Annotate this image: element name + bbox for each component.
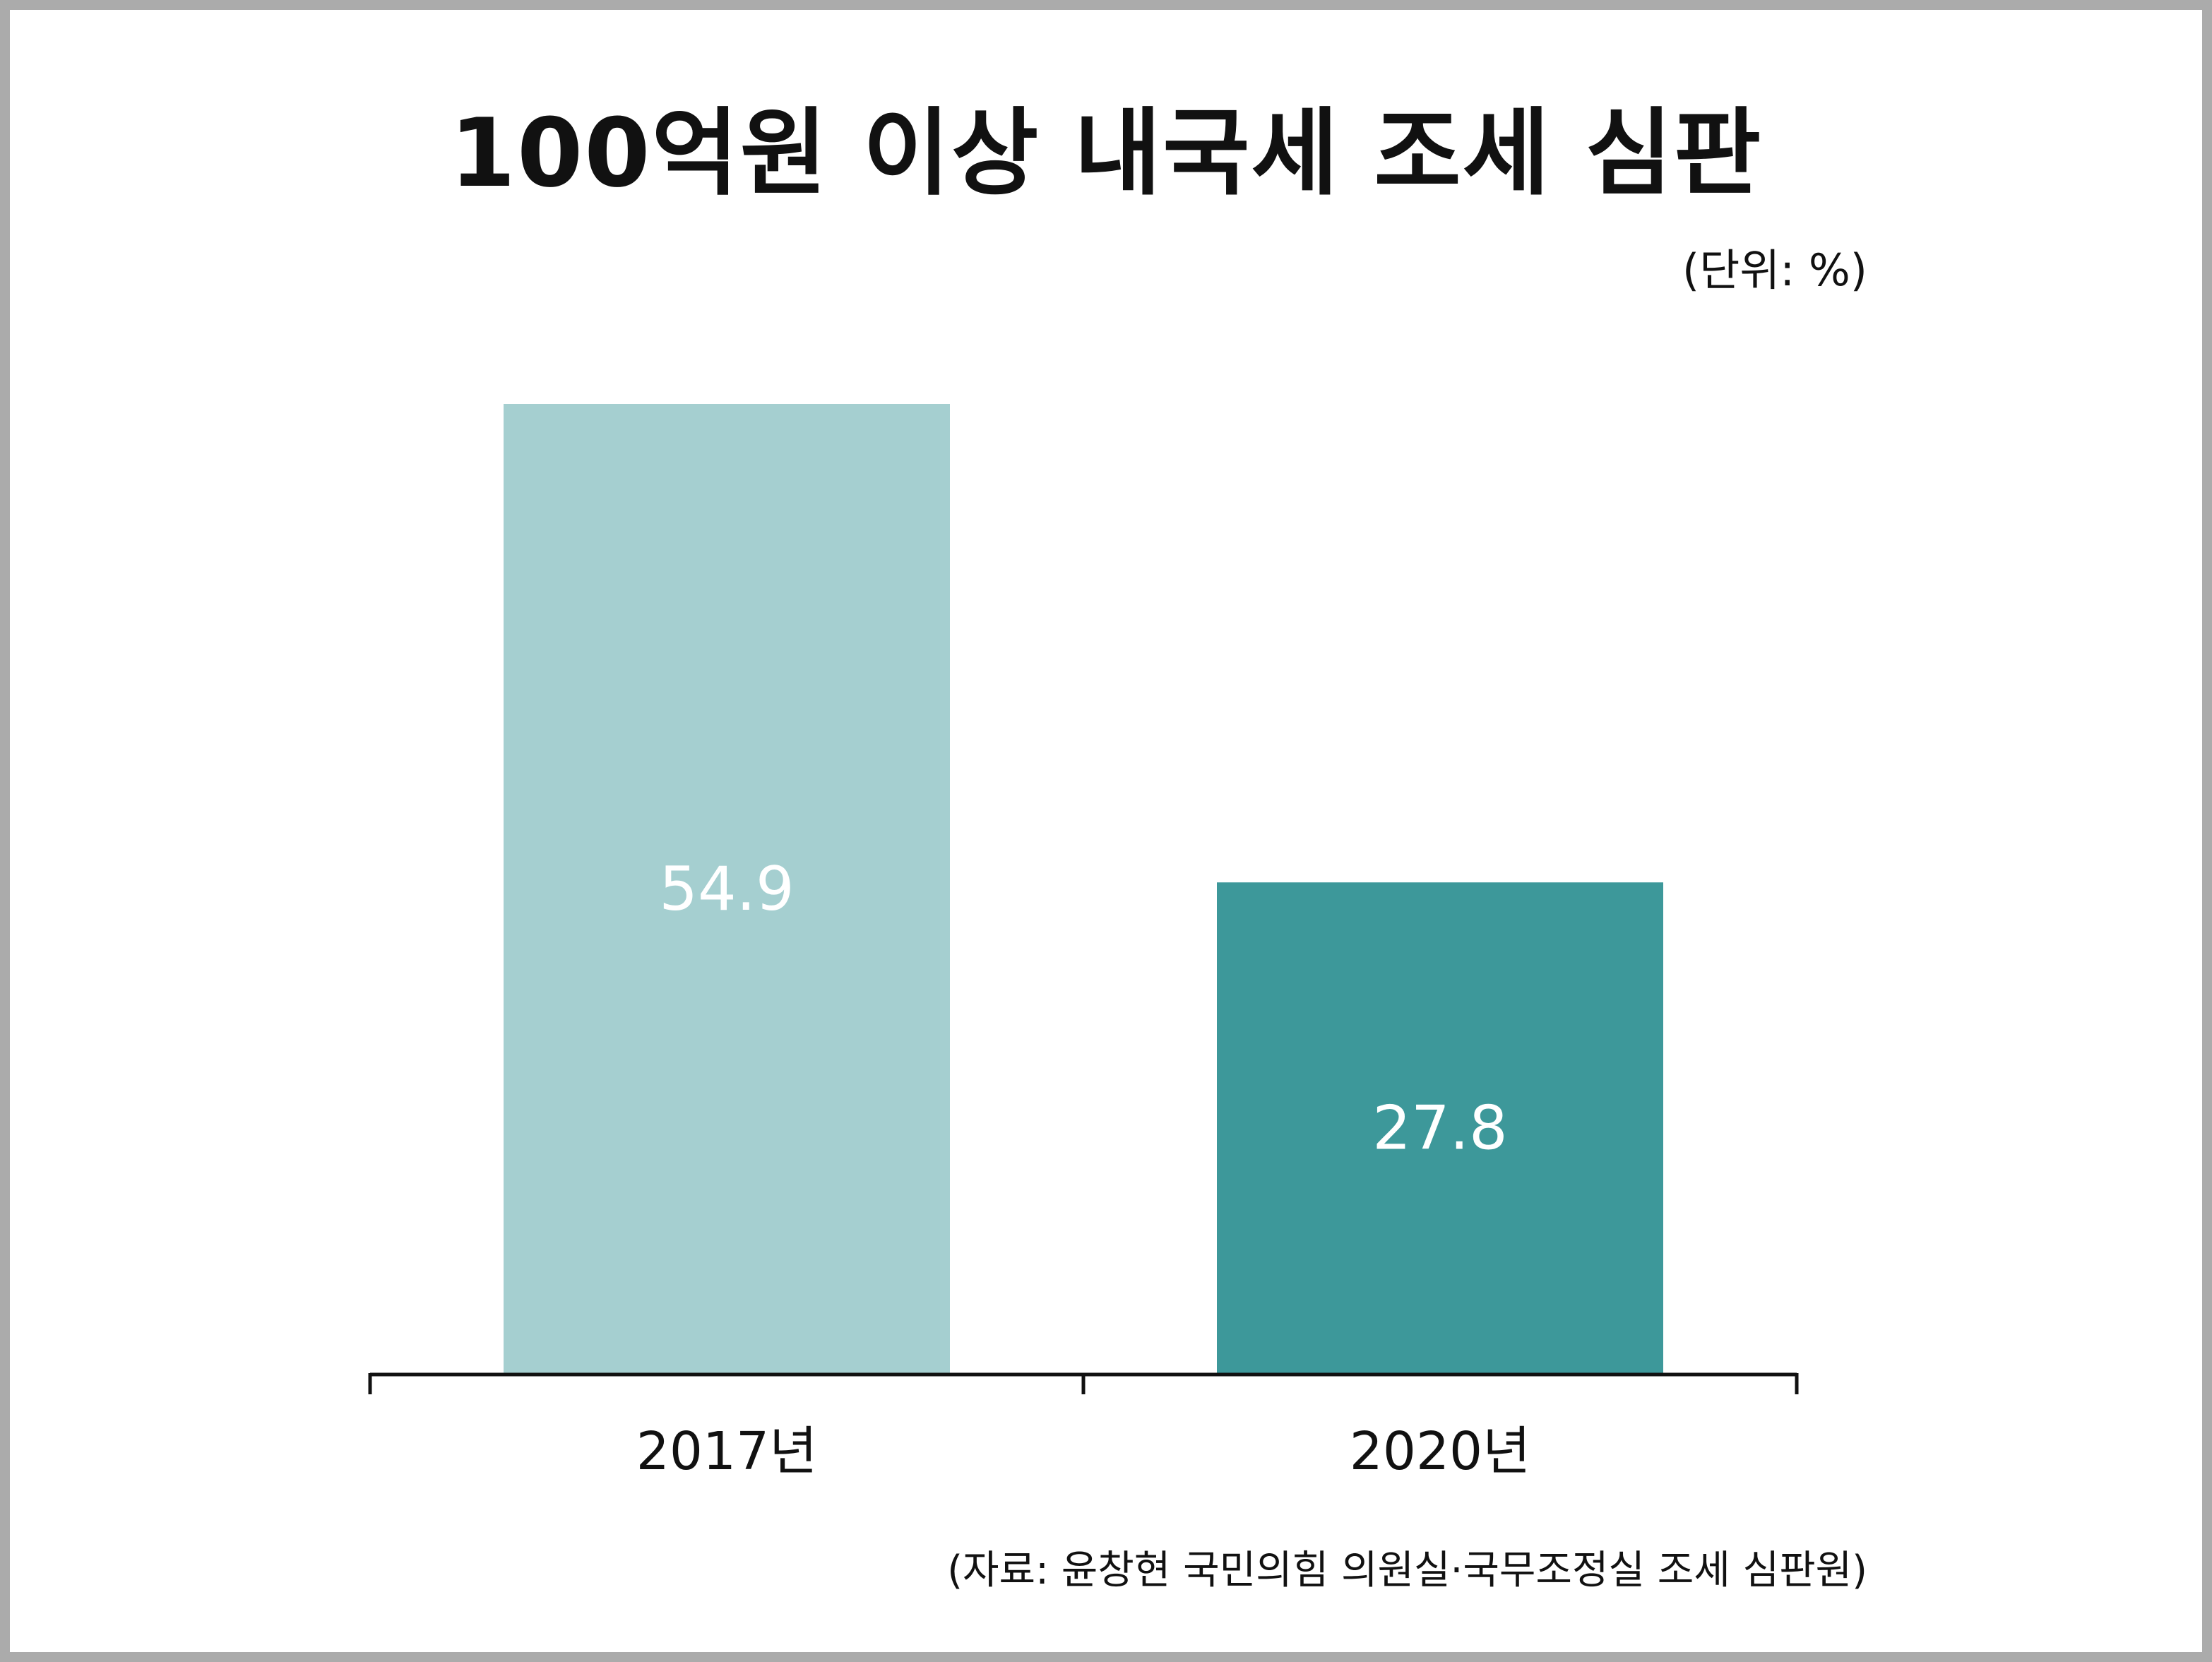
labels-group: 54.9 2017년 27.8 2020년: [636, 854, 1530, 1482]
category-label-2: 2020년: [1350, 1421, 1530, 1482]
category-label-1: 2017년: [636, 1421, 817, 1482]
value-label-1: 54.9: [659, 854, 794, 925]
value-label-2: 27.8: [1372, 1093, 1507, 1164]
bar-2: [1217, 882, 1663, 1373]
unit-label: (단위: %): [1682, 244, 1867, 296]
source-note: (자료: 윤창현 국민의힘 의원실·국무조정실 조세 심판원): [947, 1548, 1867, 1593]
x-axis: [368, 1372, 1799, 1394]
chart-title: 100억원 이상 내국세 조세 심판: [449, 98, 1763, 208]
bars-group: [504, 404, 1663, 1373]
bar-1: [504, 404, 950, 1373]
